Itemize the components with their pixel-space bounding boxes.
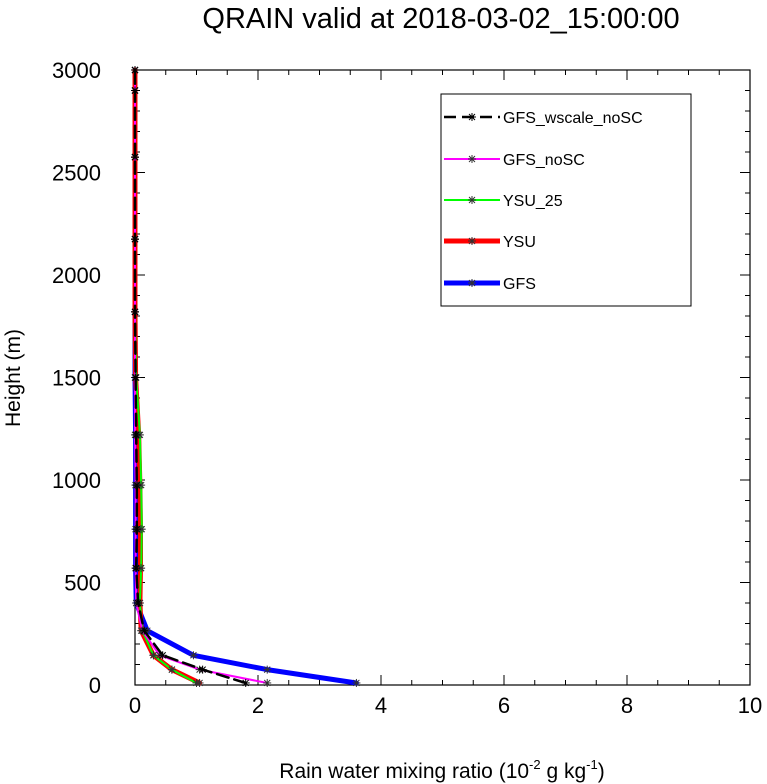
- series-GFS_wscale_noSC: [131, 66, 250, 687]
- data-marker: [263, 678, 272, 687]
- series-YSU: [131, 66, 204, 687]
- data-marker: [149, 651, 158, 660]
- y-tick-label: 2500: [52, 161, 101, 186]
- data-marker: [140, 626, 149, 635]
- data-marker: [134, 599, 143, 607]
- x-tick-label: 10: [738, 693, 762, 718]
- series-GFS: [131, 66, 361, 687]
- y-tick-label: 1000: [52, 468, 101, 493]
- axis-ticks: 0 2 4 6 8 10 0 500 1000 1500 2000 2500 3000: [52, 58, 762, 718]
- series-line: [134, 69, 198, 684]
- series-layer: [131, 66, 361, 687]
- data-marker: [468, 113, 476, 121]
- data-marker: [131, 373, 140, 382]
- x-axis-label-base: Rain water mixing ratio (10: [279, 760, 529, 783]
- x-tick-label: 6: [498, 693, 510, 718]
- legend: GFS_wscale_noSC GFS_noSC YSU_25 YSU GFS: [440, 93, 692, 307]
- data-marker: [158, 651, 167, 660]
- y-tick-label: 2000: [52, 263, 101, 288]
- data-marker: [167, 665, 176, 674]
- legend-label: GFS_noSC: [503, 152, 585, 169]
- data-marker: [132, 564, 141, 573]
- y-tick-label: 500: [64, 571, 101, 596]
- data-marker: [192, 678, 201, 687]
- data-marker: [198, 665, 207, 674]
- series-GFS_noSC: [131, 66, 272, 687]
- legend-label: GFS_wscale_noSC: [503, 110, 643, 127]
- data-marker: [468, 196, 476, 204]
- x-tick-label: 0: [129, 693, 141, 718]
- data-marker: [131, 307, 139, 316]
- x-tick-label: 4: [375, 693, 387, 718]
- data-marker: [131, 86, 139, 95]
- data-marker: [468, 155, 476, 163]
- x-axis-label-end: ): [598, 760, 605, 783]
- data-marker: [241, 678, 250, 687]
- data-marker: [131, 153, 139, 162]
- data-marker: [131, 235, 139, 244]
- y-tick-label: 1500: [52, 366, 101, 391]
- legend-label: YSU_25: [503, 193, 563, 210]
- series-line: [134, 69, 269, 684]
- data-marker: [468, 237, 476, 245]
- data-marker: [468, 279, 476, 287]
- series-line: [132, 67, 359, 686]
- data-marker: [189, 651, 198, 660]
- y-tick-label: 0: [89, 673, 101, 698]
- x-axis-label: Rain water mixing ratio (10-2 g kg-1): [279, 757, 604, 783]
- x-axis-label-exp2: -1: [586, 757, 598, 772]
- chart-title: QRAIN valid at 2018-03-02_15:00:00: [202, 3, 679, 35]
- data-marker: [263, 665, 272, 674]
- legend-label: YSU: [503, 234, 536, 251]
- data-marker: [132, 481, 141, 490]
- data-marker: [131, 66, 139, 74]
- x-axis-label-exp1: -2: [529, 757, 541, 772]
- y-axis-label: Height (m): [2, 329, 25, 427]
- x-tick-label: 8: [621, 693, 633, 718]
- series-line: [133, 68, 247, 685]
- data-marker: [132, 430, 141, 439]
- data-marker: [352, 678, 361, 687]
- series-line: [132, 67, 203, 686]
- legend-label: GFS: [503, 276, 536, 293]
- data-marker: [132, 525, 141, 534]
- y-tick-label: 3000: [52, 58, 101, 83]
- x-axis-label-mid: g kg: [541, 760, 587, 783]
- x-tick-label: 2: [252, 693, 264, 718]
